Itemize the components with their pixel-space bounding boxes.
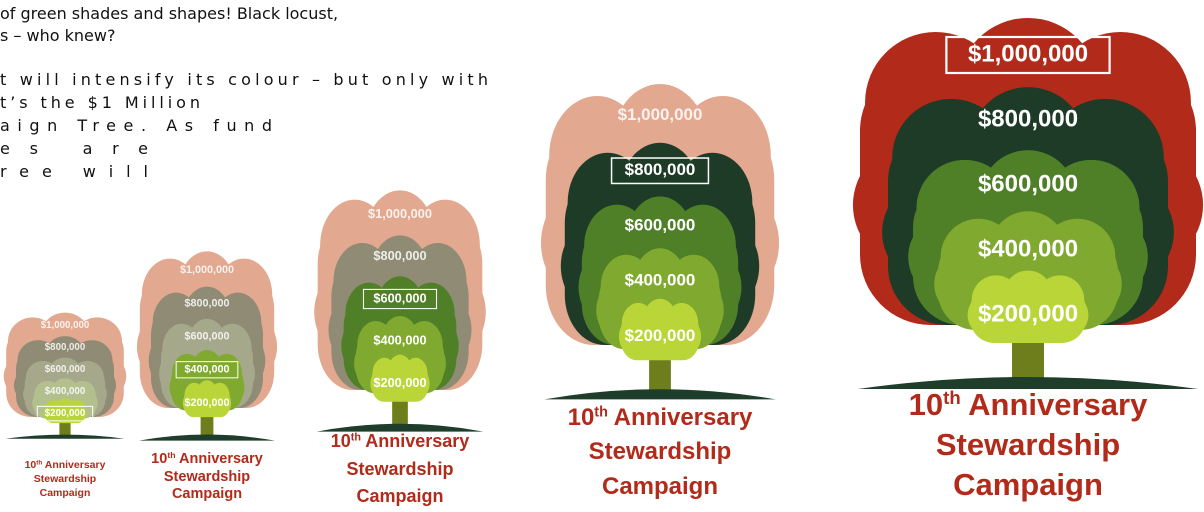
highlight-box — [945, 35, 1111, 75]
level-label: $600,000 — [45, 364, 85, 375]
caption-rest: Anniversary — [42, 459, 105, 471]
paragraph: of green shades and shapes! Black locust… — [0, 4, 488, 181]
level-label: $600,000 — [625, 215, 696, 234]
canopy-bump — [70, 406, 87, 422]
text-line: ree will — [0, 162, 148, 181]
ground — [5, 434, 125, 439]
level-label: $800,000 — [625, 160, 696, 179]
level-label: $200,000 — [625, 326, 696, 345]
canopy-bump — [370, 369, 392, 398]
caption-line: 10th Anniversary — [568, 404, 753, 431]
caption-number: 10 — [909, 387, 943, 422]
caption-sup: th — [167, 450, 175, 460]
level-label: $200,000 — [45, 408, 85, 419]
canopy-bump — [213, 391, 232, 415]
caption-line: 10th Anniversary — [25, 459, 106, 471]
level-label: $600,000 — [978, 170, 1078, 197]
caption-line: Campaign — [602, 473, 718, 500]
level-label: $1,000,000 — [180, 264, 234, 276]
level-label: $200,000 — [373, 375, 426, 390]
tree-shape — [540, 84, 780, 400]
highlight-box — [175, 361, 239, 379]
caption-sup: th — [943, 387, 961, 408]
level-label: $200,000 — [978, 300, 1078, 327]
canopy-bump — [967, 293, 1012, 337]
level-label: $400,000 — [373, 333, 426, 348]
text-line: of green shades and shapes! Black locust… — [0, 4, 338, 23]
level-label: $600,000 — [373, 290, 426, 305]
caption-sup: th — [351, 432, 361, 444]
text-line: t’s the $1 Million — [0, 93, 200, 112]
level-label: $800,000 — [373, 248, 426, 263]
level-label: $1,000,000 — [41, 320, 90, 331]
caption-sup: th — [36, 459, 42, 466]
trunk — [59, 417, 71, 439]
level-label: $800,000 — [184, 297, 229, 309]
level-label: $600,000 — [184, 330, 229, 342]
tree-shape — [136, 251, 278, 441]
level-label: $400,000 — [184, 364, 229, 376]
caption-sup: th — [594, 405, 608, 421]
tree: $1,000,000 $800,000 $600,000 $400,000 $200,0… — [540, 84, 780, 500]
caption-number: 10 — [331, 431, 351, 451]
canopy-bump — [43, 406, 60, 422]
caption-line: Stewardship — [346, 459, 453, 479]
caption-rest: Anniversary — [361, 431, 469, 451]
ground — [544, 389, 776, 400]
canopy-bump — [182, 391, 201, 415]
canopy-bump — [408, 369, 430, 398]
ground — [858, 377, 1198, 389]
canopy-bump — [1044, 293, 1089, 337]
caption-rest: Anniversary — [608, 404, 753, 431]
tree-shape — [314, 190, 486, 432]
caption-line: Campaign — [40, 487, 91, 499]
text-line: aign Tree. As fund — [0, 116, 272, 135]
caption-line: 10th Anniversary — [331, 431, 470, 451]
level-label: $800,000 — [45, 342, 85, 353]
canopy-bump — [618, 317, 649, 356]
tree: $1,000,000 $800,000 $600,000 $400,000 $200,0… — [852, 17, 1204, 502]
level-label: $1,000,000 — [968, 40, 1088, 67]
caption-number: 10 — [151, 451, 167, 467]
caption-line: Campaign — [172, 486, 242, 502]
tree: $1,000,000 $800,000 $600,000 $400,000 $200,0… — [136, 251, 278, 502]
caption-line: Stewardship — [34, 473, 96, 485]
caption-line: Stewardship — [589, 438, 732, 465]
caption-rest: Anniversary — [176, 451, 263, 467]
text-line: t will intensify its colour – but only w… — [0, 70, 488, 89]
canopy-bump — [671, 317, 702, 356]
caption-line: Campaign — [953, 467, 1103, 502]
tree: $1,000,000 $800,000 $600,000 $400,000 $200,0… — [3, 312, 127, 499]
highlight-box — [610, 157, 710, 185]
highlight-box — [36, 405, 94, 422]
caption-line: Stewardship — [936, 427, 1120, 462]
level-label: $800,000 — [978, 105, 1078, 132]
tree-shape — [3, 312, 127, 439]
highlight-box — [362, 288, 438, 310]
level-label: $400,000 — [625, 271, 696, 290]
level-label: $200,000 — [184, 397, 229, 409]
caption-line: 10th Anniversary — [151, 450, 263, 467]
text-line: s – who knew? — [0, 26, 115, 45]
level-label: $400,000 — [978, 235, 1078, 262]
tree: $1,000,000 $800,000 $600,000 $400,000 $200,0… — [314, 190, 486, 506]
text-line: es are — [0, 139, 148, 158]
caption-number: 10 — [25, 459, 37, 471]
caption-line: Campaign — [356, 486, 443, 506]
level-label: $1,000,000 — [618, 105, 703, 124]
caption-number: 10 — [568, 404, 595, 431]
level-label: $400,000 — [45, 386, 85, 397]
caption-line: Stewardship — [164, 469, 250, 485]
tree-shape — [852, 17, 1204, 389]
ground — [139, 434, 275, 441]
caption-rest: Anniversary — [961, 387, 1148, 422]
caption-line: 10th Anniversary — [909, 387, 1148, 422]
level-label: $1,000,000 — [368, 206, 432, 221]
